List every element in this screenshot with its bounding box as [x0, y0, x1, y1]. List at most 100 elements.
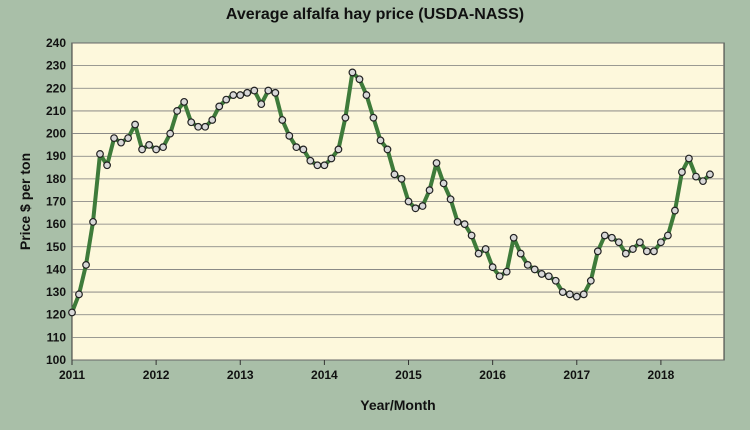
x-tick-label: 2013 [227, 368, 254, 382]
data-point [474, 249, 483, 258]
data-point [390, 170, 399, 179]
data-point [96, 150, 104, 158]
y-tick-label: 240 [46, 36, 66, 50]
data-point [586, 276, 595, 285]
data-point [572, 292, 581, 301]
x-tick-label: 2015 [395, 368, 422, 382]
data-point [607, 233, 616, 242]
data-point [481, 245, 490, 253]
data-point [369, 113, 378, 122]
data-point [642, 247, 651, 256]
x-tick-label: 2018 [648, 368, 675, 382]
data-point [334, 145, 343, 154]
data-point [558, 288, 567, 296]
data-point [376, 136, 385, 145]
data-point [362, 91, 371, 99]
data-point [663, 231, 672, 240]
data-point [145, 140, 154, 149]
data-point [671, 206, 679, 215]
data-point [516, 249, 525, 258]
data-point [460, 220, 469, 229]
data-point [138, 145, 146, 154]
data-point [439, 179, 448, 188]
data-point [236, 91, 245, 99]
data-point [180, 97, 189, 106]
data-point [537, 270, 546, 278]
data-point [699, 177, 707, 186]
y-tick-label: 180 [46, 172, 66, 186]
data-point [201, 122, 210, 131]
data-point [397, 174, 406, 183]
x-tick-label: 2012 [143, 368, 170, 382]
data-point [657, 238, 665, 247]
data-point [523, 261, 532, 269]
data-point [467, 231, 476, 240]
data-point [68, 308, 76, 317]
data-point [600, 231, 609, 240]
data-point [551, 276, 560, 285]
data-point [75, 290, 83, 299]
data-point [313, 161, 322, 170]
data-point [635, 238, 644, 247]
y-tick-label: 230 [46, 59, 66, 73]
data-point [159, 143, 168, 152]
data-point [530, 265, 539, 274]
data-point [271, 88, 280, 97]
y-tick-label: 210 [46, 104, 66, 118]
data-point [418, 202, 427, 210]
data-point [650, 247, 658, 256]
x-axis-label: Year/Month [360, 397, 435, 413]
data-point [173, 107, 182, 115]
y-tick-label: 120 [46, 308, 66, 322]
data-point [425, 186, 434, 195]
data-point [453, 217, 462, 226]
data-point [166, 129, 175, 138]
chart-title: Average alfalfa hay price (USDA-NASS) [225, 6, 525, 23]
data-point [320, 161, 329, 170]
data-point [348, 68, 357, 77]
data-point [446, 195, 455, 204]
data-point [187, 118, 196, 127]
data-point [250, 86, 259, 95]
y-tick-label: 190 [46, 149, 66, 163]
data-point [110, 134, 118, 143]
data-point [306, 156, 315, 165]
data-point [502, 267, 511, 276]
x-tick-label: 2016 [479, 368, 506, 382]
data-point [299, 145, 308, 154]
data-point [706, 170, 714, 179]
data-point [124, 134, 133, 143]
data-point [593, 247, 602, 256]
data-point [131, 120, 139, 129]
data-point [327, 154, 336, 163]
data-point [117, 138, 125, 147]
data-point [411, 204, 420, 213]
data-point [292, 143, 301, 152]
data-point [222, 95, 231, 104]
data-point [488, 263, 497, 272]
y-tick-label: 110 [47, 330, 67, 344]
data-point [341, 113, 350, 122]
data-point [628, 245, 637, 253]
data-point [257, 100, 266, 109]
y-tick-label: 200 [46, 127, 66, 141]
data-point [685, 154, 693, 163]
data-point [194, 122, 203, 131]
data-point [621, 249, 630, 258]
y-tick-label: 150 [46, 240, 66, 254]
y-tick-label: 220 [46, 81, 66, 95]
data-point [82, 261, 90, 269]
data-point [215, 102, 224, 111]
data-point [495, 272, 504, 281]
data-point [264, 86, 273, 95]
data-point [614, 238, 623, 247]
data-point [565, 290, 574, 299]
y-axis-label: Price $ per ton [17, 153, 33, 250]
data-point [509, 233, 518, 242]
data-point [285, 131, 294, 140]
data-point [579, 290, 588, 299]
data-point [544, 272, 553, 281]
data-point [243, 88, 252, 97]
